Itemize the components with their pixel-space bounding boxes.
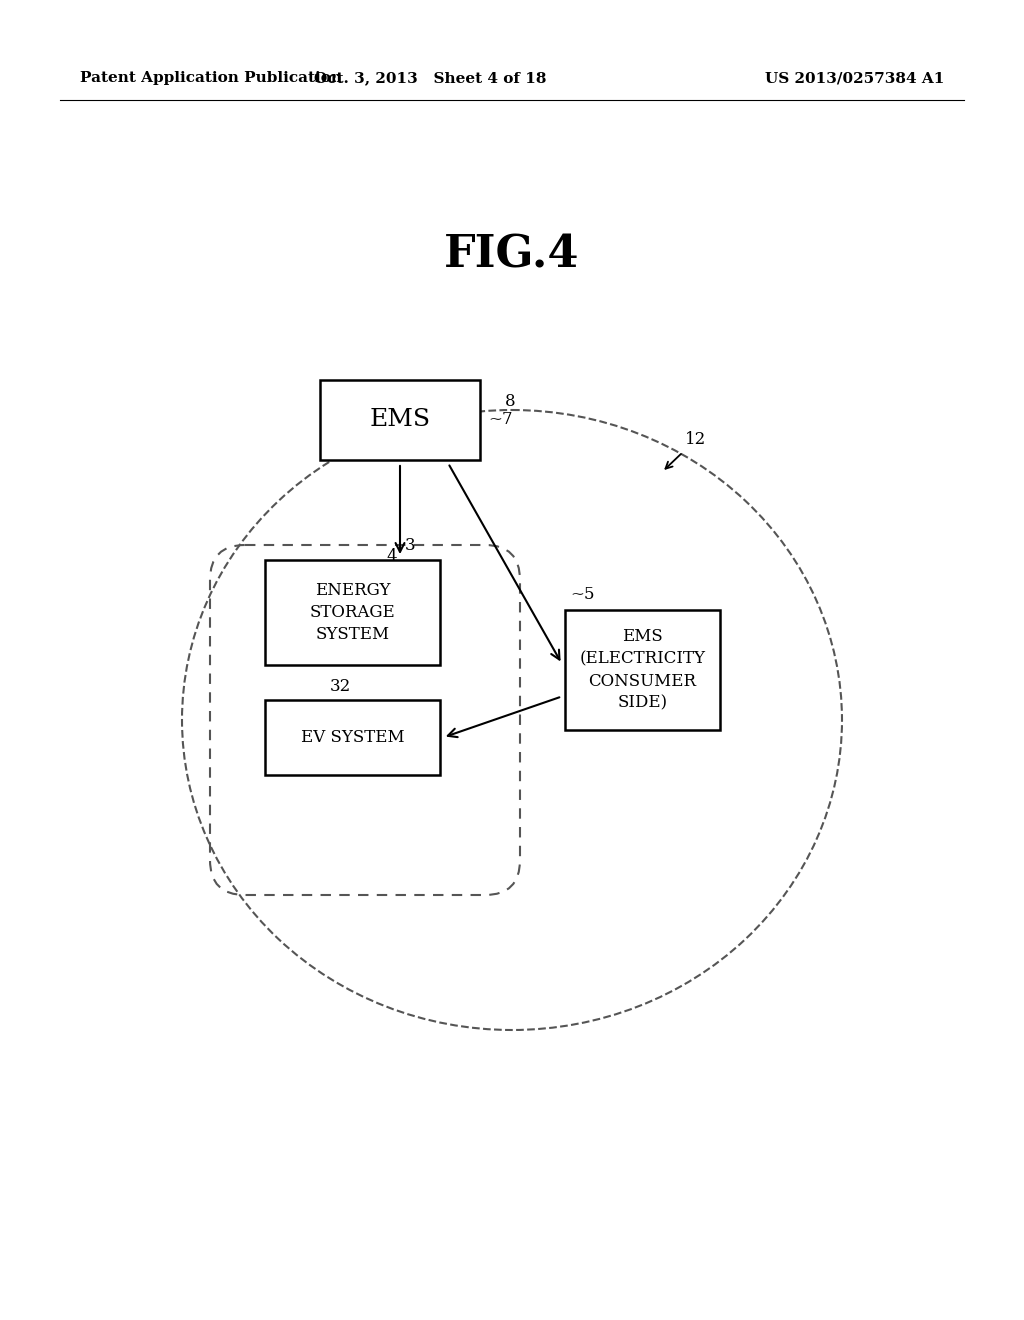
- FancyBboxPatch shape: [565, 610, 720, 730]
- Text: Patent Application Publication: Patent Application Publication: [80, 71, 342, 84]
- Text: ~5: ~5: [570, 586, 595, 603]
- Text: Oct. 3, 2013   Sheet 4 of 18: Oct. 3, 2013 Sheet 4 of 18: [313, 71, 546, 84]
- Text: EV SYSTEM: EV SYSTEM: [301, 729, 404, 746]
- Text: EMS
(ELECTRICITY
CONSUMER
SIDE): EMS (ELECTRICITY CONSUMER SIDE): [580, 628, 706, 711]
- Text: 3: 3: [406, 536, 416, 553]
- Text: ENERGY
STORAGE
SYSTEM: ENERGY STORAGE SYSTEM: [309, 582, 395, 643]
- Text: FIG.4: FIG.4: [444, 234, 580, 276]
- Text: ~7: ~7: [488, 412, 513, 429]
- Text: 4: 4: [387, 548, 397, 565]
- Text: US 2013/0257384 A1: US 2013/0257384 A1: [765, 71, 944, 84]
- Text: EMS: EMS: [370, 408, 430, 432]
- Text: 8: 8: [505, 393, 515, 411]
- Text: 32: 32: [330, 678, 350, 696]
- FancyBboxPatch shape: [265, 560, 440, 665]
- FancyBboxPatch shape: [265, 700, 440, 775]
- FancyBboxPatch shape: [319, 380, 480, 459]
- Text: 12: 12: [685, 432, 707, 449]
